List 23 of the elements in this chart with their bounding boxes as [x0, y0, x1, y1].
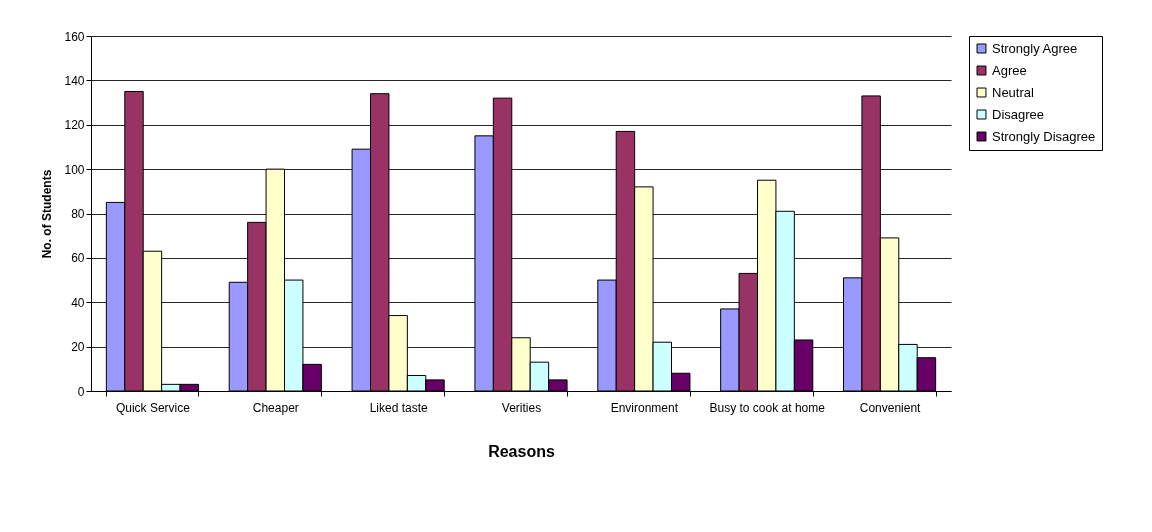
legend-label: Neutral: [992, 84, 1035, 100]
y-tick-label: 140: [64, 73, 85, 88]
x-tick-label: Busy to cook at home: [709, 400, 826, 415]
legend-label: Disagree: [992, 106, 1045, 122]
y-tick-label: 120: [64, 118, 85, 133]
y-tick-label: 20: [71, 340, 85, 355]
legend-label: Strongly Agree: [992, 40, 1078, 56]
y-tick-label: 60: [71, 251, 85, 266]
legend-label: Agree: [992, 62, 1027, 78]
y-tick-label: 40: [71, 295, 85, 310]
y-tick-label: 160: [64, 29, 85, 44]
x-tick-label: Verities: [501, 400, 542, 415]
y-axis-title: No. of Students: [40, 169, 55, 259]
x-tick-label: Environment: [610, 400, 679, 415]
x-axis-title: Reasons: [488, 442, 555, 460]
y-tick-label: 80: [71, 207, 85, 221]
y-tick-label: 100: [64, 162, 85, 177]
y-tick-label: 0: [77, 384, 85, 399]
x-tick-label: Convenient: [859, 400, 922, 415]
x-tick-label: Liked taste: [369, 400, 428, 415]
legend-label: Strongly Disagree: [992, 128, 1096, 144]
x-tick-label: Quick Service: [115, 400, 191, 415]
x-tick-label: Cheaper: [252, 400, 299, 415]
